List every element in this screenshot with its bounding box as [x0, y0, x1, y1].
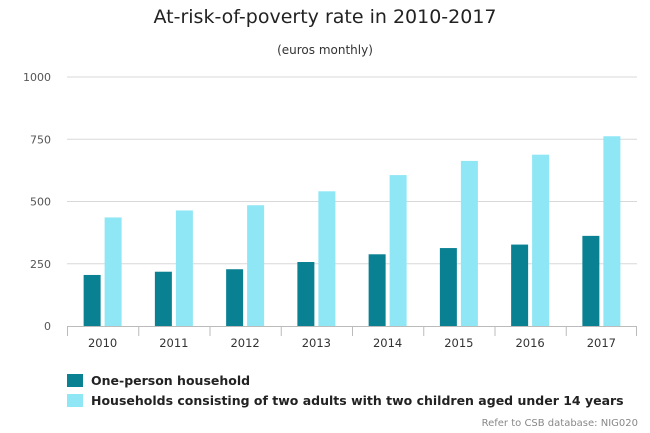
x-tick-label: 2012 — [230, 336, 259, 350]
y-tick-label: 0 — [44, 320, 51, 333]
bar[interactable] — [603, 136, 621, 326]
bar[interactable] — [511, 244, 529, 326]
x-tick-label: 2014 — [373, 336, 402, 350]
y-tick-label: 1000 — [23, 71, 51, 84]
x-tick-label: 2015 — [444, 336, 473, 350]
legend-item-two-adults-two-children[interactable]: Households consisting of two adults with… — [67, 393, 624, 408]
bar[interactable] — [226, 269, 244, 326]
bar[interactable] — [318, 191, 336, 326]
bar[interactable] — [104, 217, 122, 326]
bar[interactable] — [532, 154, 550, 326]
y-tick-label: 750 — [30, 133, 51, 146]
x-tick-label: 2016 — [515, 336, 544, 350]
source-credits[interactable]: Refer to CSB database: NIG020 — [481, 418, 638, 429]
chart-subtitle: (euros monthly) — [277, 43, 373, 57]
bar[interactable] — [297, 262, 315, 326]
legend-item-one-person[interactable]: One-person household — [67, 373, 250, 388]
bar[interactable] — [582, 235, 600, 326]
legend-swatch — [67, 394, 83, 407]
bar[interactable] — [83, 274, 101, 326]
y-tick-label: 500 — [30, 196, 51, 209]
x-tick-label: 2017 — [587, 336, 616, 350]
y-tick-label: 250 — [30, 258, 51, 271]
legend-swatch — [67, 374, 83, 387]
x-tick-label: 2013 — [302, 336, 331, 350]
bar[interactable] — [460, 160, 478, 326]
x-tick-label: 2010 — [88, 336, 117, 350]
bar[interactable] — [154, 271, 172, 326]
chart-title: At-risk-of-poverty rate in 2010-2017 — [153, 6, 497, 28]
bar[interactable] — [368, 254, 386, 326]
x-tick-label: 2011 — [159, 336, 188, 350]
legend-label: Households consisting of two adults with… — [91, 393, 624, 408]
bar[interactable] — [439, 248, 457, 326]
bar[interactable] — [175, 210, 193, 326]
bar[interactable] — [247, 205, 265, 326]
legend-label: One-person household — [91, 373, 251, 388]
bar[interactable] — [389, 175, 407, 326]
